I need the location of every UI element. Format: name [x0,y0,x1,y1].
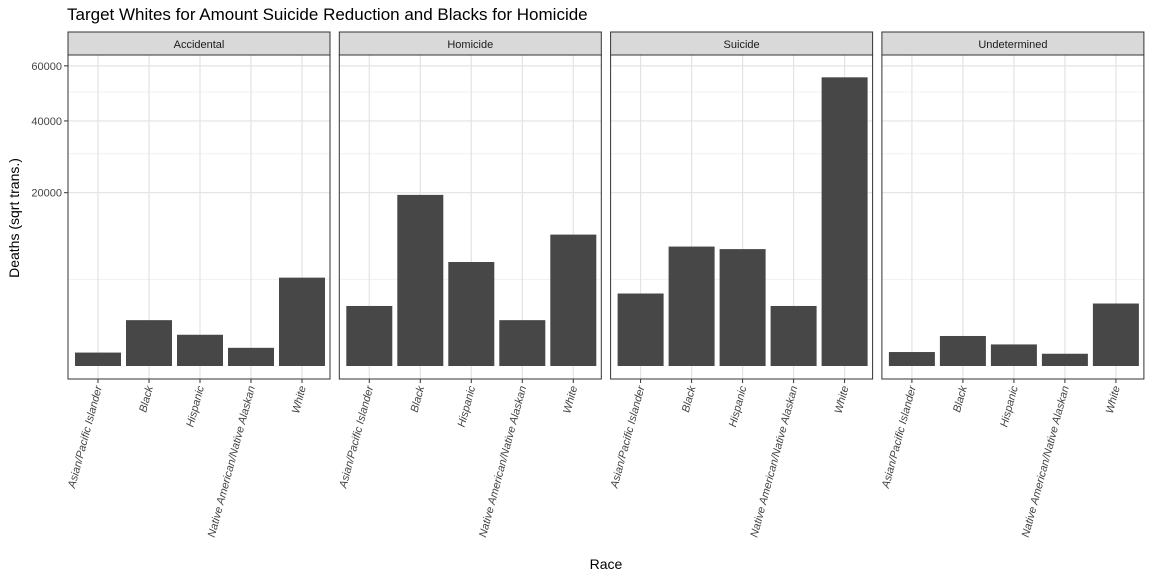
x-tick-label: Native American/Native Alaskan [477,385,529,539]
x-tick-label: Asian/Pacific Islander [337,383,376,490]
bar-suicide-black [668,246,715,366]
bar-suicide-white [821,77,868,366]
x-tick-label: Hispanic [456,384,479,428]
x-tick-label: Black [680,384,699,414]
x-tick-label: White [561,385,580,415]
facet-strip [338,31,602,56]
x-tick-label: White [290,385,309,415]
y-tick-label: 60000 [31,61,62,73]
x-tick-label: Black [137,384,156,414]
facet-strip-label: Homicide [447,39,493,51]
x-tick-label: Black [409,384,428,414]
bar-accidental-white [279,277,325,366]
x-tick-label: Hispanic [184,384,207,428]
facet-panels: Accidental Asian/Pacific Islander Black His… [66,31,1145,539]
bar-undetermined-asian-pacific-islander [888,352,935,366]
x-tick-label: Native American/Native Alaskan [748,385,800,539]
x-tick-label: White [1104,385,1123,415]
x-tick-label: Native American/Native Alaskan [1020,385,1072,539]
bar-suicide-asian-pacific-islander [617,293,664,366]
x-axis-title: Race [590,556,623,572]
x-tick-label: Asian/Pacific Islander [66,383,105,490]
x-tick-label: Native American/Native Alaskan [206,385,258,539]
x-tick-label: White [833,385,852,415]
bar-undetermined-black [939,335,986,366]
y-tick-label: 20000 [31,188,62,200]
y-axis-title: Deaths (sqrt trans.) [6,158,22,278]
x-tick-label: Asian/Pacific Islander [880,383,919,490]
facet-strip [610,31,874,56]
bar-undetermined-white [1092,303,1139,366]
bar-accidental-asian-pacific-islander [75,352,121,366]
chart-title: Target Whites for Amount Suicide Reducti… [67,5,588,24]
bar-accidental-black [126,320,172,366]
facet-strip [881,31,1145,56]
x-tick-label: Black [951,384,970,414]
facet-panel-undetermined: Undetermined Asian/Pacific Islander Black H… [880,31,1145,539]
facet-strip-label: Undetermined [978,39,1047,51]
bar-accidental-hispanic [177,334,223,366]
bar-homicide-white [550,234,597,366]
facet-panel-suicide: Suicide Asian/Pacific Islander Black Hispan… [608,31,874,539]
bar-suicide-hispanic [719,249,766,366]
x-tick-label: Hispanic [727,384,750,428]
x-tick-label: Asian/Pacific Islander [608,383,647,490]
facet-strip-label: Suicide [724,39,760,51]
bar-homicide-hispanic [448,262,495,366]
y-axis: 20000 40000 60000 [31,61,68,200]
bar-homicide-black [397,194,444,366]
facet-strip-label: Accidental [174,39,225,51]
bar-homicide-native-american-native-alaskan [499,320,546,366]
bar-homicide-asian-pacific-islander [346,305,393,366]
bar-undetermined-hispanic [990,344,1037,366]
facet-panel-accidental: Accidental Asian/Pacific Islander Black His… [66,31,331,539]
bar-suicide-native-american-native-alaskan [770,305,817,366]
x-tick-label: Hispanic [998,384,1021,428]
bar-undetermined-native-american-native-alaskan [1041,353,1088,366]
facet-panel-homicide: Homicide Asian/Pacific Islander Black Hispa… [337,31,602,539]
facet-strip [67,31,331,56]
y-tick-label: 40000 [31,116,62,128]
bar-accidental-native-american-native-alaskan [228,347,274,366]
